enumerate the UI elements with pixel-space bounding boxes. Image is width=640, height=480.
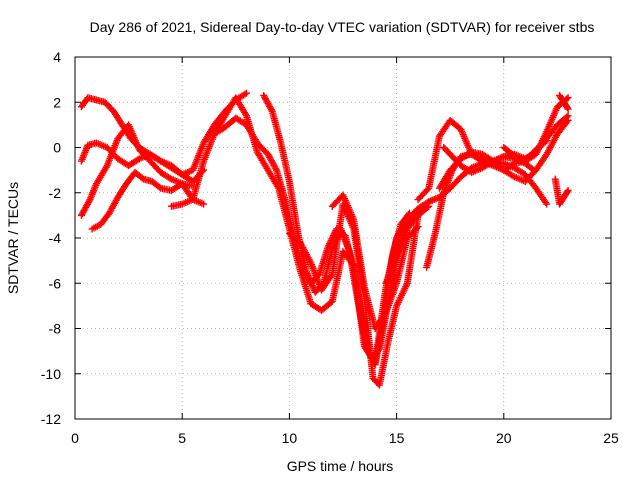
data-point [413, 224, 421, 232]
y-tick-labels: 4 2 0 -2 -4 -6 -8 -10 -12 [41, 49, 61, 427]
data-point [542, 198, 550, 206]
y-tick-label: 4 [53, 49, 61, 65]
data-point [564, 105, 572, 113]
data-point [530, 166, 538, 174]
data-point [563, 118, 571, 126]
x-axis-label: GPS time / hours [287, 458, 394, 474]
data-point [85, 197, 93, 205]
chart-title: Day 286 of 2021, Sidereal Day-to-day VTE… [90, 19, 595, 35]
y-tick-label: -6 [49, 275, 62, 291]
y-tick-label: -10 [41, 366, 61, 382]
data-point [241, 90, 249, 98]
data-point [138, 174, 146, 182]
data-point [405, 209, 413, 217]
data-point [563, 104, 571, 112]
data-point [564, 186, 572, 194]
series-arc-17 [551, 175, 572, 208]
data-point [528, 165, 536, 173]
data-point [267, 106, 275, 114]
plot-frame [74, 56, 612, 420]
x-tick-label: 20 [496, 430, 512, 446]
data-point [374, 346, 382, 354]
data-points-layer [77, 89, 572, 389]
series-arc-18 [556, 91, 572, 113]
x-tick-label: 5 [178, 430, 186, 446]
data-point [541, 138, 549, 146]
data-point [272, 165, 280, 173]
y-axis-label: SDTVAR / TECUs [5, 182, 21, 294]
series-arc-16 [500, 137, 551, 165]
y-tick-label: 2 [53, 94, 61, 110]
data-point [414, 223, 422, 231]
data-point [243, 89, 251, 97]
data-point [543, 200, 551, 208]
y-tick-label: -8 [49, 321, 62, 337]
data-point [564, 116, 572, 124]
data-point [543, 137, 551, 145]
data-point [563, 188, 571, 196]
x-tick-label: 0 [71, 430, 79, 446]
data-point [564, 94, 572, 102]
data-point [200, 200, 208, 208]
y-tick-label: 0 [53, 140, 61, 156]
y-tick-label: -4 [49, 230, 62, 246]
series-arc-4 [88, 168, 208, 233]
series-arc-15 [440, 144, 538, 176]
x-tick-label: 15 [389, 430, 405, 446]
y-tick-label: -12 [41, 411, 61, 427]
x-tick-label: 25 [603, 430, 619, 446]
series-arc-10 [328, 191, 422, 332]
x-tick-label: 10 [282, 430, 298, 446]
y-tick-label: -2 [49, 185, 62, 201]
data-point [155, 183, 163, 191]
data-point [404, 211, 412, 219]
data-point [327, 272, 335, 280]
x-tick-labels: 0 5 10 15 20 25 [71, 430, 619, 446]
